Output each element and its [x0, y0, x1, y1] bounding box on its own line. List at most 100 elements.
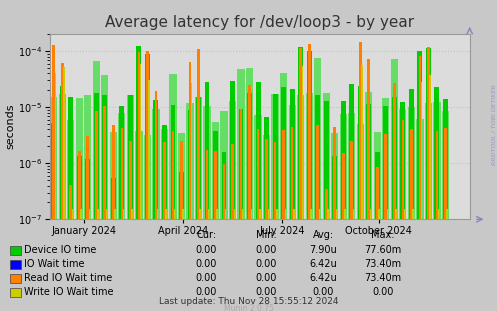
- Bar: [129, 141, 132, 236]
- Bar: [84, 95, 91, 236]
- Text: 73.40m: 73.40m: [364, 273, 401, 283]
- Text: 73.40m: 73.40m: [364, 259, 401, 269]
- Bar: [370, 209, 371, 236]
- Bar: [225, 209, 227, 236]
- Bar: [187, 110, 192, 236]
- Bar: [297, 95, 304, 236]
- Bar: [433, 102, 440, 236]
- Bar: [417, 51, 422, 236]
- Text: Avg:: Avg:: [313, 230, 333, 240]
- Bar: [282, 130, 285, 236]
- Bar: [271, 94, 279, 236]
- Bar: [333, 127, 336, 236]
- Bar: [358, 86, 363, 236]
- Bar: [106, 209, 107, 236]
- Bar: [429, 75, 431, 236]
- Bar: [240, 109, 243, 236]
- Bar: [238, 69, 245, 236]
- Bar: [161, 129, 168, 236]
- Bar: [61, 63, 64, 236]
- Bar: [131, 209, 133, 236]
- Bar: [155, 91, 157, 236]
- Bar: [323, 93, 330, 236]
- Text: IO Wait time: IO Wait time: [24, 259, 84, 269]
- Bar: [349, 84, 354, 236]
- Bar: [171, 131, 174, 236]
- Bar: [180, 141, 183, 236]
- Bar: [374, 132, 381, 236]
- Bar: [111, 178, 116, 236]
- Bar: [348, 113, 355, 236]
- Bar: [196, 97, 201, 236]
- Text: 77.60m: 77.60m: [364, 245, 401, 255]
- Bar: [205, 82, 209, 236]
- Bar: [242, 209, 244, 236]
- Bar: [112, 125, 115, 236]
- Text: 0.00: 0.00: [372, 287, 394, 297]
- Bar: [327, 209, 329, 236]
- Bar: [307, 51, 312, 236]
- Bar: [399, 109, 407, 236]
- Bar: [206, 150, 208, 236]
- Bar: [144, 135, 151, 236]
- Bar: [291, 127, 294, 236]
- Bar: [86, 136, 89, 236]
- Bar: [110, 132, 117, 236]
- Bar: [239, 109, 244, 236]
- Bar: [119, 106, 124, 236]
- Text: 0.00: 0.00: [255, 273, 277, 283]
- Bar: [408, 107, 415, 236]
- Text: 0.00: 0.00: [195, 259, 217, 269]
- Bar: [315, 95, 320, 236]
- Bar: [335, 209, 337, 236]
- Bar: [191, 83, 192, 236]
- Bar: [281, 86, 286, 236]
- Bar: [425, 103, 432, 236]
- Bar: [94, 93, 99, 236]
- Bar: [426, 49, 431, 236]
- Bar: [203, 106, 211, 236]
- Bar: [367, 59, 370, 236]
- Bar: [404, 209, 405, 236]
- Bar: [376, 167, 379, 236]
- Bar: [114, 209, 116, 236]
- Bar: [59, 94, 66, 236]
- Bar: [217, 209, 218, 236]
- Bar: [77, 156, 82, 236]
- Bar: [310, 209, 312, 236]
- Bar: [195, 97, 202, 236]
- Bar: [67, 120, 75, 236]
- Bar: [317, 125, 319, 236]
- Bar: [182, 209, 184, 236]
- Bar: [214, 151, 217, 236]
- Bar: [63, 67, 65, 236]
- Bar: [298, 47, 303, 236]
- Text: Min:: Min:: [255, 230, 276, 240]
- Bar: [299, 48, 302, 236]
- Text: 0.00: 0.00: [195, 245, 217, 255]
- Text: 7.90u: 7.90u: [309, 245, 337, 255]
- Bar: [55, 72, 56, 236]
- Bar: [78, 151, 81, 236]
- Text: 0.00: 0.00: [255, 245, 277, 255]
- Bar: [186, 103, 194, 236]
- Bar: [341, 101, 346, 236]
- Bar: [60, 86, 65, 236]
- Bar: [135, 131, 143, 236]
- Bar: [444, 128, 447, 236]
- Bar: [231, 144, 234, 236]
- Bar: [395, 209, 397, 236]
- Bar: [72, 209, 73, 236]
- Bar: [138, 52, 140, 236]
- Bar: [234, 209, 235, 236]
- Text: Max:: Max:: [371, 230, 395, 240]
- Bar: [418, 56, 421, 236]
- Bar: [92, 61, 100, 236]
- Text: 0.00: 0.00: [195, 287, 217, 297]
- Bar: [378, 209, 380, 236]
- Bar: [402, 120, 404, 236]
- Bar: [442, 111, 449, 236]
- Bar: [259, 209, 260, 236]
- Bar: [293, 209, 295, 236]
- Bar: [80, 209, 82, 236]
